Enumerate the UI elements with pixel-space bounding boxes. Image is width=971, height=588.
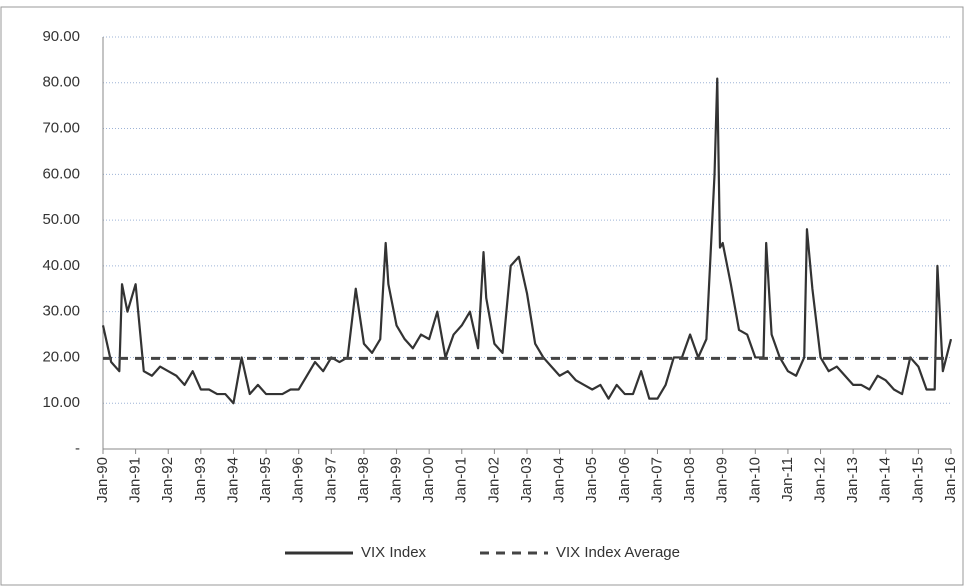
y-tick-label: 20.00 (42, 348, 80, 365)
y-tick-label: 30.00 (42, 303, 80, 320)
x-tick-label: Jan-97 (322, 457, 339, 503)
series-line (101, 77, 953, 405)
y-tick-label: 60.00 (42, 165, 80, 182)
x-tick-label: Jan-11 (779, 457, 796, 502)
x-tick-label: Jan-92 (159, 457, 176, 503)
x-tick-label: Jan-08 (681, 457, 698, 503)
x-tick-label: Jan-07 (648, 457, 665, 503)
y-tick-label: 80.00 (42, 74, 80, 91)
x-tick-label: Jan-96 (290, 457, 307, 503)
x-tick-label: Jan-12 (812, 457, 829, 503)
y-tick-label: 10.00 (42, 394, 80, 411)
x-tick-label: Jan-05 (583, 457, 600, 503)
legend-label: VIX Index (361, 544, 427, 561)
y-tick-label: 50.00 (42, 211, 80, 228)
x-tick-label: Jan-98 (355, 457, 372, 503)
x-tick-label: Jan-94 (224, 457, 241, 503)
x-tick-label: Jan-90 (94, 457, 111, 503)
x-tick-label: Jan-15 (909, 457, 926, 503)
x-tick-label: Jan-16 (942, 457, 959, 503)
y-tick-label: 90.00 (42, 28, 80, 45)
x-tick-label: Jan-14 (877, 457, 894, 503)
y-tick-label: 70.00 (42, 120, 80, 137)
x-tick-label: Jan-93 (192, 457, 209, 503)
y-tick-label: 40.00 (42, 257, 80, 274)
x-tick-label: Jan-00 (420, 457, 437, 503)
x-tick-label: Jan-02 (485, 457, 502, 503)
x-tick-label: Jan-04 (551, 457, 568, 503)
legend-label: VIX Index Average (556, 544, 680, 561)
x-tick-label: Jan-01 (453, 457, 470, 503)
x-tick-label: Jan-99 (388, 457, 405, 503)
x-tick-label: Jan-06 (616, 457, 633, 503)
y-tick-label: - (75, 440, 80, 457)
x-tick-label: Jan-91 (127, 457, 144, 503)
x-tick-label: Jan-13 (844, 457, 861, 503)
x-tick-label: Jan-03 (518, 457, 535, 503)
x-tick-label: Jan-95 (257, 457, 274, 503)
x-tick-label: Jan-09 (714, 457, 731, 503)
x-tick-label: Jan-10 (746, 457, 763, 503)
